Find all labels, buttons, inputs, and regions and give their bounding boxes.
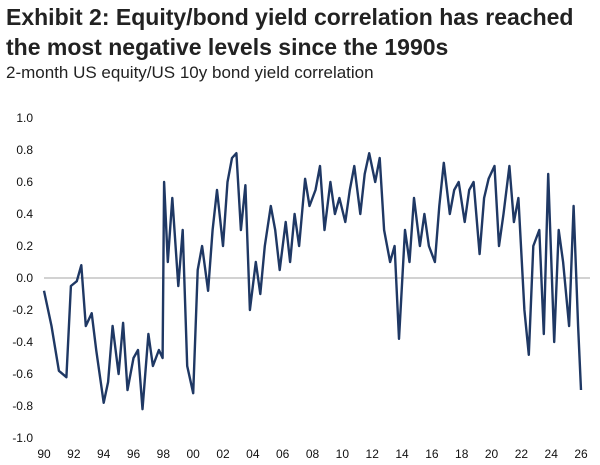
y-tick-label: -0.2 <box>12 303 33 317</box>
y-tick-label: 0.6 <box>16 175 33 189</box>
y-tick-label: 1.0 <box>16 111 33 125</box>
x-tick-label: 24 <box>545 447 559 461</box>
x-tick-label: 08 <box>306 447 320 461</box>
x-tick-label: 20 <box>485 447 499 461</box>
y-tick-label: -0.4 <box>12 335 33 349</box>
x-tick-label: 06 <box>276 447 290 461</box>
y-tick-label: -1.0 <box>12 431 33 445</box>
x-tick-label: 26 <box>574 447 588 461</box>
y-tick-label: 0.2 <box>16 239 33 253</box>
y-tick-label: 0.0 <box>16 271 33 285</box>
y-tick-label: 0.8 <box>16 143 33 157</box>
y-tick-label: -0.6 <box>12 367 33 381</box>
x-tick-label: 04 <box>246 447 260 461</box>
y-tick-label: -0.8 <box>12 399 33 413</box>
x-tick-label: 12 <box>366 447 380 461</box>
series-line <box>42 152 583 411</box>
x-tick-label: 96 <box>127 447 141 461</box>
chart-title: Exhibit 2: Equity/bond yield correlation… <box>6 4 574 60</box>
x-tick-label: 98 <box>157 447 171 461</box>
x-tick-label: 16 <box>425 447 439 461</box>
x-tick-label: 94 <box>97 447 111 461</box>
x-tick-label: 02 <box>216 447 230 461</box>
x-tick-label: 90 <box>37 447 51 461</box>
x-tick-label: 18 <box>455 447 469 461</box>
y-tick-label: 0.4 <box>16 207 33 221</box>
x-tick-label: 92 <box>67 447 81 461</box>
x-tick-label: 00 <box>187 447 201 461</box>
chart-subtitle: 2-month US equity/US 10y bond yield corr… <box>6 63 374 82</box>
x-tick-label: 14 <box>395 447 409 461</box>
x-tick-label: 10 <box>336 447 350 461</box>
x-tick-label: 22 <box>515 447 529 461</box>
